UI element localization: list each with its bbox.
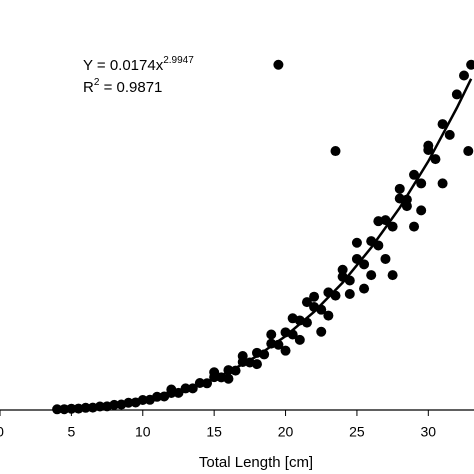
- point: [373, 216, 384, 227]
- point: [316, 326, 327, 337]
- equation-exponent: 2.9947: [163, 55, 194, 66]
- x-tick-label: 25: [349, 424, 365, 440]
- trend-line: [57, 78, 473, 411]
- point: [237, 351, 248, 362]
- point: [409, 221, 420, 232]
- point: [359, 283, 370, 294]
- point: [387, 270, 398, 281]
- point: [344, 289, 355, 300]
- point: [337, 264, 348, 275]
- x-tick-label: 10: [135, 424, 151, 440]
- equation-base: Y = 0.0174x: [83, 57, 164, 74]
- point: [323, 310, 334, 321]
- point: [301, 297, 312, 308]
- point: [330, 146, 341, 157]
- point: [266, 329, 277, 340]
- point: [359, 259, 370, 270]
- r-squared-value: = 0.9871: [99, 79, 162, 96]
- point: [459, 70, 470, 81]
- point: [387, 221, 398, 232]
- point: [444, 129, 455, 140]
- x-axis-label: Total Length [cm]: [199, 454, 313, 471]
- point: [416, 205, 427, 216]
- point: [451, 89, 462, 100]
- equation: Y = 0.0174x2.9947: [83, 55, 194, 74]
- point: [430, 154, 441, 165]
- point: [280, 345, 291, 356]
- point: [287, 313, 298, 324]
- point: [423, 140, 434, 151]
- x-tick-label: 15: [206, 424, 222, 440]
- point: [223, 373, 234, 384]
- point: [437, 119, 448, 130]
- point: [463, 146, 474, 157]
- x-tick-label: 5: [67, 424, 75, 440]
- point: [437, 178, 448, 189]
- point: [209, 367, 220, 378]
- point: [380, 253, 391, 264]
- point: [466, 59, 474, 70]
- point: [409, 169, 420, 180]
- r-squared-symbol: R: [83, 79, 94, 96]
- point: [251, 359, 262, 370]
- point: [366, 270, 377, 281]
- x-tick-label: 0: [0, 424, 4, 440]
- point: [416, 178, 427, 189]
- x-tick-label: 20: [278, 424, 294, 440]
- r-squared-exponent: 2: [94, 77, 100, 88]
- x-tick-label: 30: [421, 424, 437, 440]
- point: [273, 59, 284, 70]
- point: [351, 237, 362, 248]
- point: [294, 334, 305, 345]
- r-squared: R2 = 0.9871: [83, 77, 162, 96]
- point: [394, 183, 405, 194]
- point: [309, 291, 320, 302]
